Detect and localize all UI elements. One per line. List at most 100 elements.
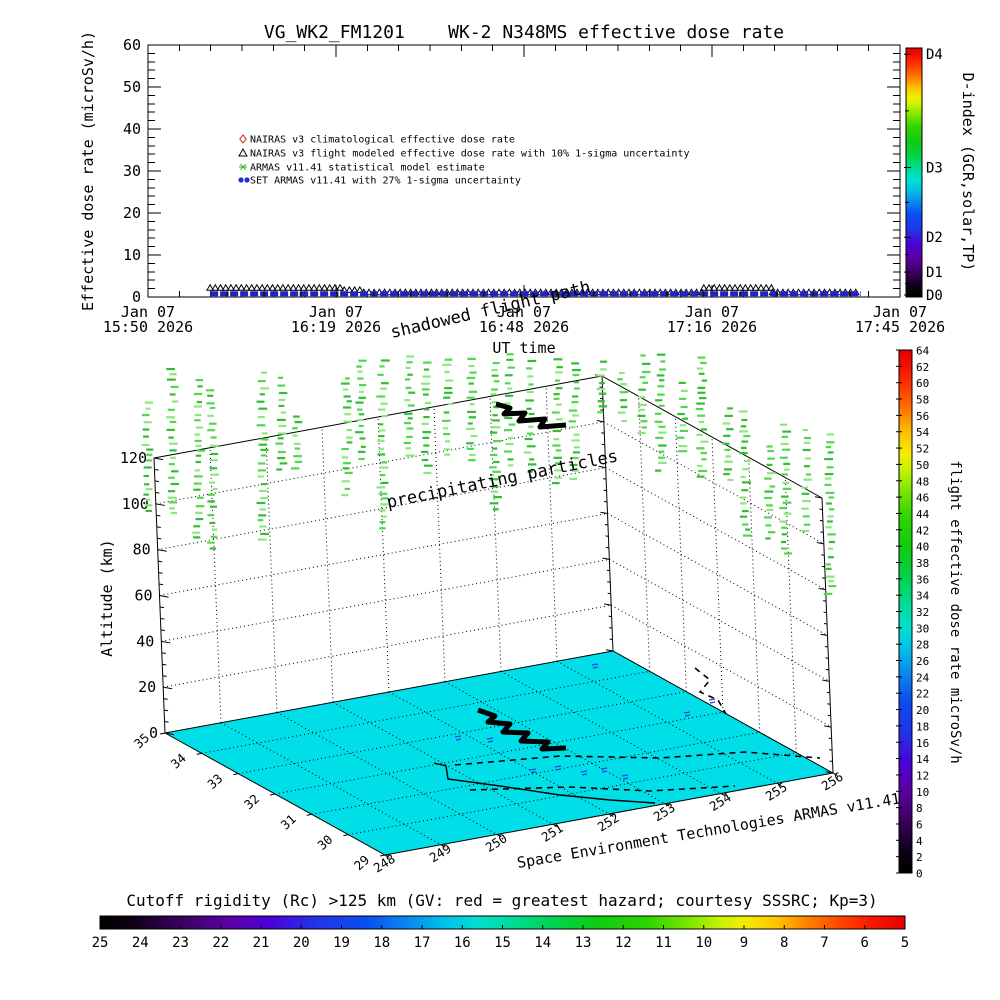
svg-text:54: 54 [916,426,930,439]
svg-text:21: 21 [253,935,270,951]
svg-text:14: 14 [916,753,930,766]
altitude-axis-label: Altitude (km) [98,539,116,656]
svg-text:10: 10 [916,786,929,799]
svg-text:17: 17 [414,935,431,951]
top-chart-series [206,283,861,297]
svg-text:16: 16 [454,935,471,951]
svg-text:11: 11 [655,935,672,951]
svg-text:42: 42 [916,524,929,537]
svg-text:16: 16 [916,737,929,750]
svg-text:40: 40 [123,120,141,138]
svg-text:30: 30 [314,832,335,853]
svg-text:D1: D1 [926,265,943,281]
svg-text:64: 64 [916,345,930,358]
svg-text:40: 40 [136,632,154,650]
legend-marker-asterisk [239,163,247,171]
legend-label: NAIRAS v3 flight modeled effective dose … [250,149,690,160]
svg-text:12: 12 [615,935,632,951]
svg-text:62: 62 [916,361,929,374]
svg-text:25: 25 [92,935,109,951]
plot3d-flightpath-upper [495,401,567,430]
svg-text:12: 12 [916,769,929,782]
svg-text:26: 26 [916,655,929,668]
svg-text:32: 32 [916,606,929,619]
svg-text:0: 0 [132,288,141,306]
svg-text:31: 31 [278,811,299,832]
svg-text:29: 29 [351,852,372,873]
svg-text:60: 60 [134,587,152,605]
svg-text:18: 18 [373,935,390,951]
svg-text:44: 44 [916,508,930,521]
legend-label: ARMAS v11.41 statistical model estimate [250,163,485,174]
legend-marker-diamond [239,134,247,144]
svg-text:46: 46 [916,492,929,505]
svg-text:80: 80 [133,541,151,559]
svg-text:34: 34 [916,590,930,603]
svg-text:5: 5 [901,935,909,951]
top-chart-axes: 0 10 20 30 40 50 60 Jan 07 15:50 2026 Jan 07 16:19… [103,36,945,336]
svg-text:52: 52 [916,443,929,456]
top-chart-xlabel: UT time [492,339,555,357]
svg-text:10: 10 [123,246,141,264]
svg-text:8: 8 [780,935,788,951]
top-chart-title: VG_WK2_FM1201 WK-2 N348MS effective dose… [264,22,784,43]
svg-text:48: 48 [916,475,929,488]
svg-text:24: 24 [132,935,149,951]
svg-text:100: 100 [122,495,149,513]
svg-text:14: 14 [534,935,551,951]
svg-text:2: 2 [916,851,923,864]
svg-text:20: 20 [123,204,141,222]
svg-text:50: 50 [123,78,141,96]
annotation-precipitating-particles: precipitating particles [385,446,620,513]
legend-label: SET ARMAS v11.41 with 27% 1-sigma uncert… [250,176,521,187]
svg-text:9: 9 [740,935,748,951]
svg-text:22: 22 [212,935,229,951]
svg-text:20: 20 [138,678,156,696]
svg-text:D0: D0 [926,288,943,304]
svg-text:56: 56 [916,410,929,423]
plot3d-flightpath [433,663,821,804]
svg-text:23: 23 [172,935,189,951]
svg-text:D3: D3 [926,161,943,177]
rigidity-colorbar: 25 24 23 22 21 20 19 18 17 16 15 14 13 12 11 10 9 8 7 6 5 [92,915,909,951]
svg-text:20: 20 [916,704,929,717]
svg-text:30: 30 [916,622,929,635]
svg-text:40: 40 [916,541,929,554]
dose-colorbar: 0246810121416182022242628303234363840424… [896,345,930,881]
svg-text:36: 36 [916,573,929,586]
legend-marker-triangle [238,147,248,157]
plot3d-particles [141,353,837,595]
legend-label: NAIRAS v3 climatological effective dose … [250,135,515,146]
svg-text:0: 0 [149,724,158,742]
svg-text:58: 58 [916,394,929,407]
dindex-colorbar: D0 D1 D2 D3 D4 [904,47,943,304]
dose-colorbar-title: flight effective dose rate microSv/h [947,460,963,763]
svg-text:248: 248 [371,851,398,876]
svg-text:18: 18 [916,720,929,733]
plot3d-floor [165,651,833,855]
svg-text:33: 33 [204,771,225,792]
svg-text:120: 120 [120,449,147,467]
svg-text:60: 60 [916,377,929,390]
svg-text:38: 38 [916,557,929,570]
svg-text:7: 7 [820,935,828,951]
svg-text:35: 35 [131,730,152,751]
svg-text:6: 6 [916,818,923,831]
svg-text:34: 34 [168,750,189,771]
svg-text:15: 15 [494,935,511,951]
svg-text:28: 28 [916,639,929,652]
svg-text:50: 50 [916,459,929,472]
svg-text:22: 22 [916,688,929,701]
svg-text:13: 13 [575,935,592,951]
dindex-colorbar-title: D-index (GCR,solar,TP) [959,73,977,272]
svg-text:D2: D2 [926,230,943,246]
svg-text:30: 30 [123,162,141,180]
svg-text:D4: D4 [926,47,943,63]
svg-text:20: 20 [293,935,310,951]
